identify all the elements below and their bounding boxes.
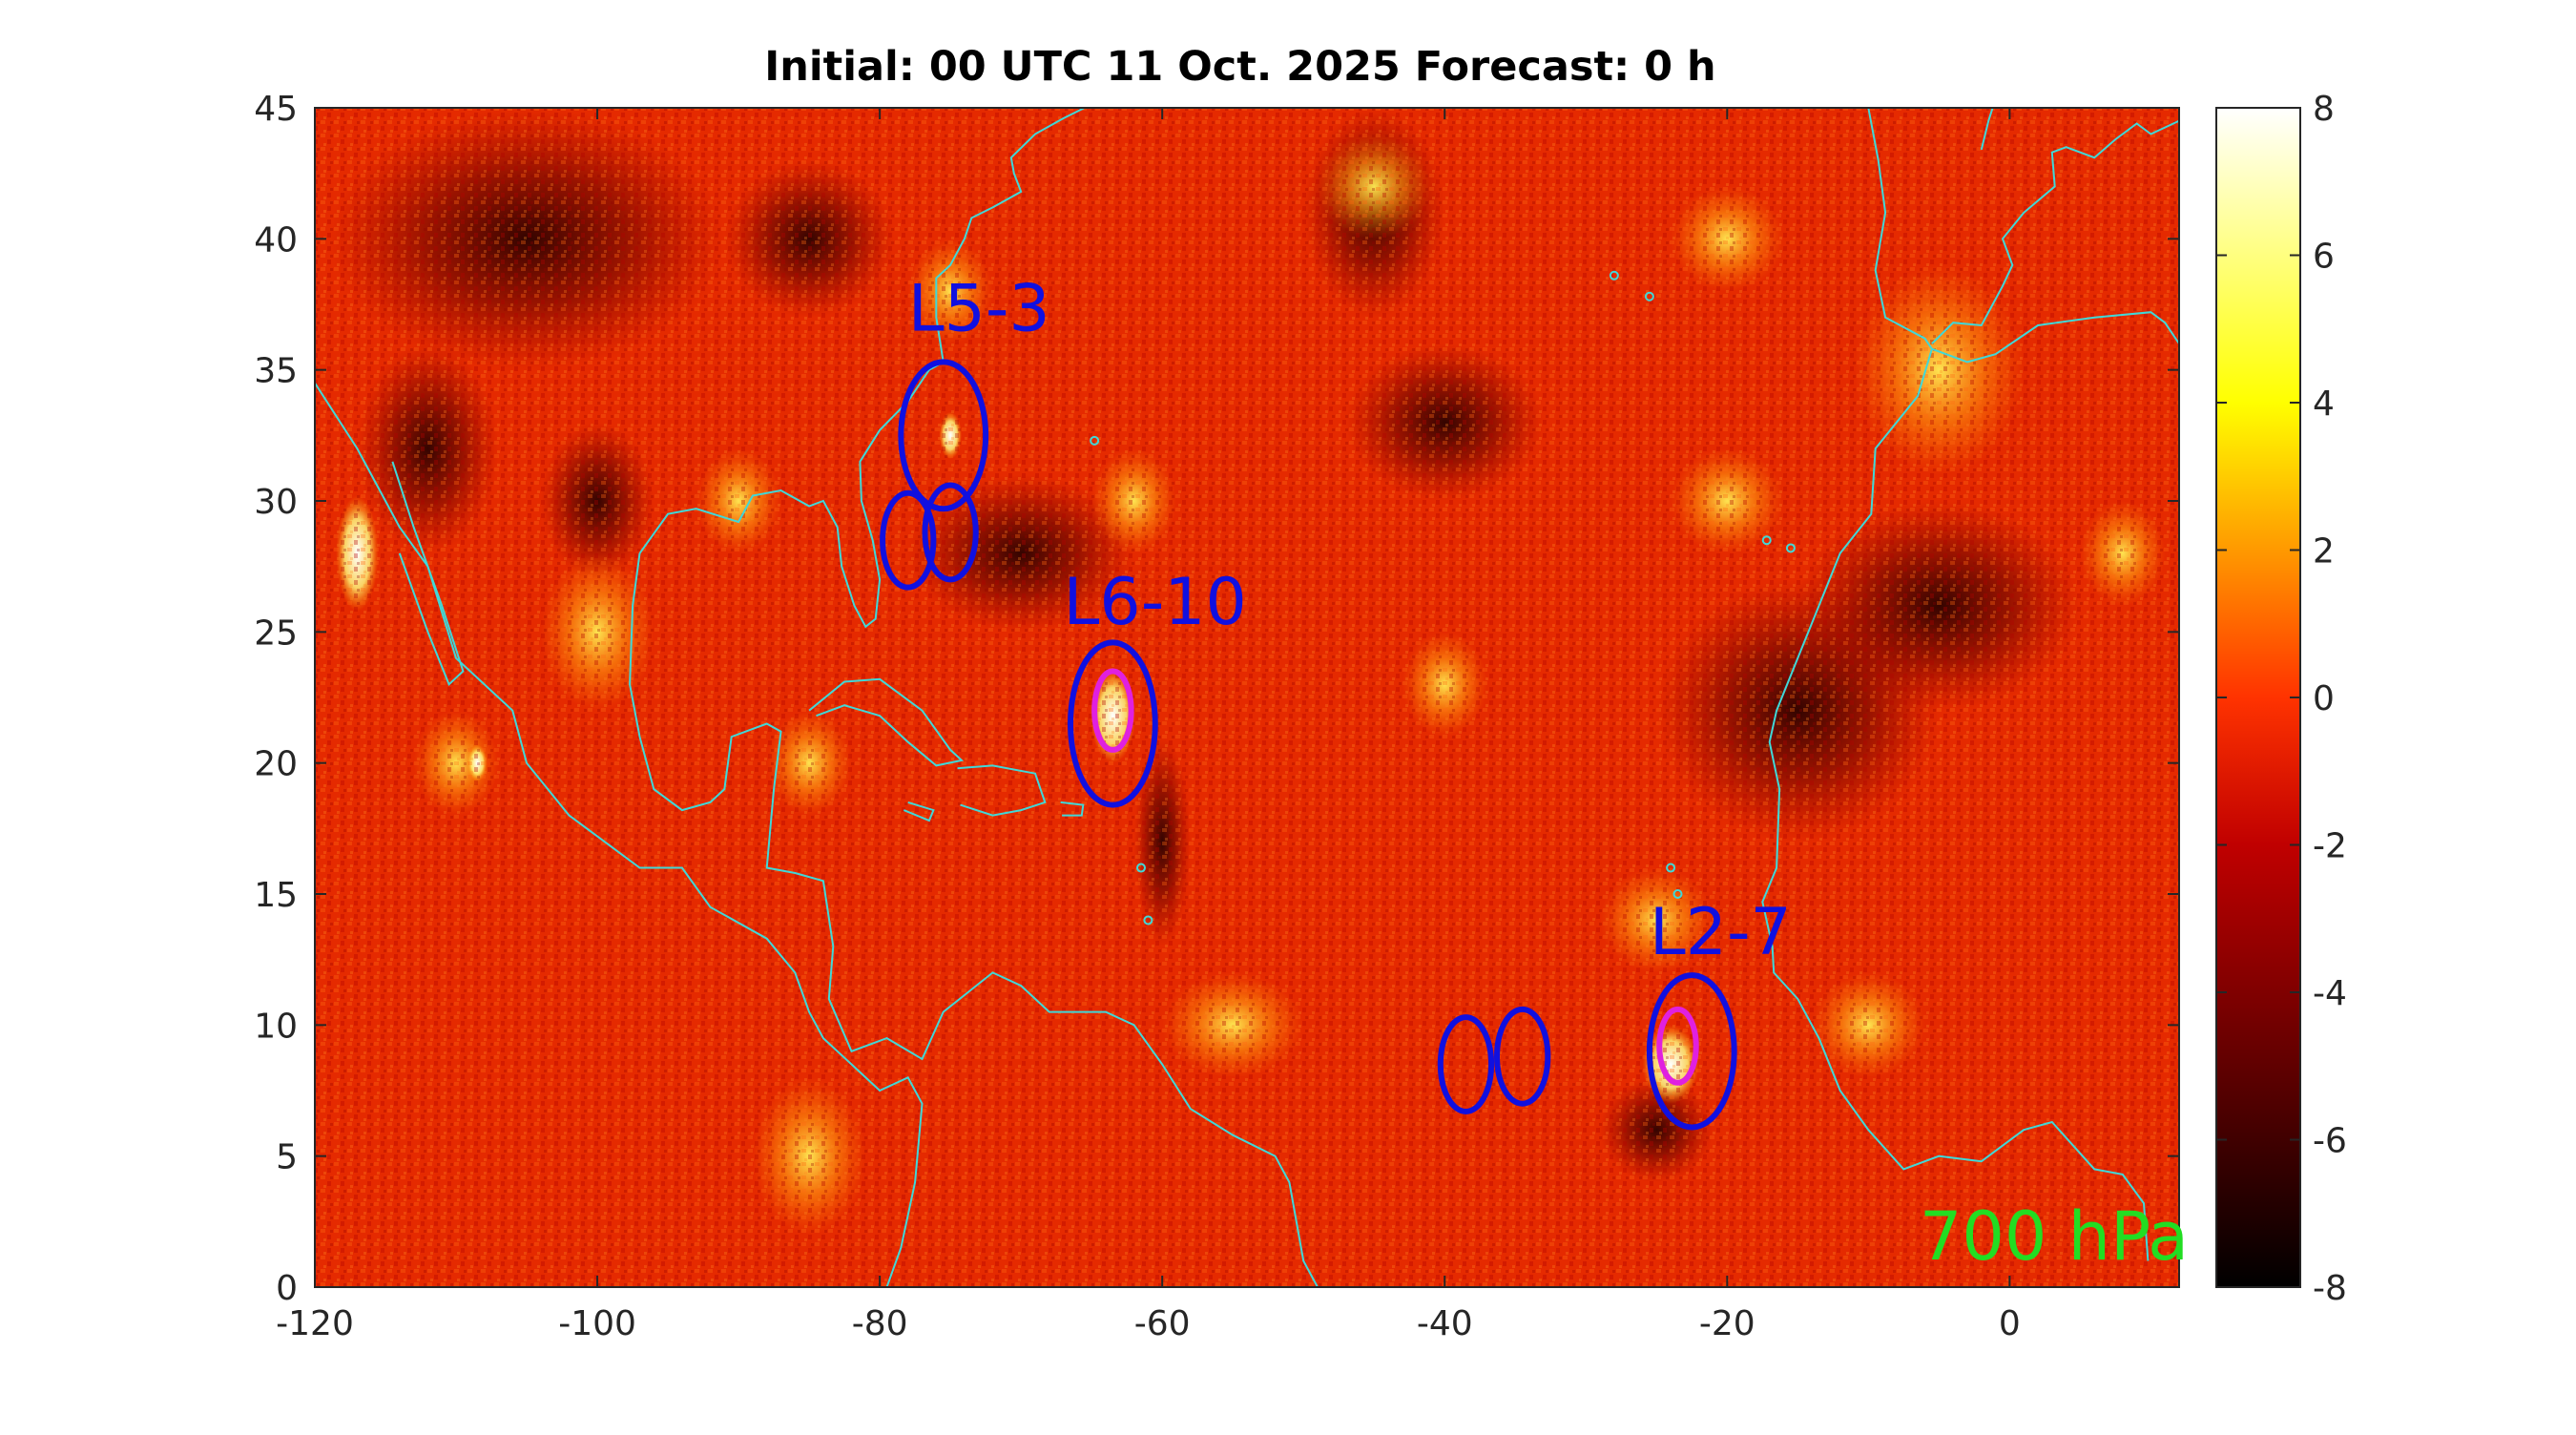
island-outline (1143, 915, 1153, 925)
x-tick-label: -20 (1699, 1304, 1755, 1343)
candidate-circle (880, 489, 937, 591)
island-outline (1672, 889, 1683, 899)
colorbar-gradient (2215, 107, 2301, 1288)
system-circle (1646, 972, 1737, 1131)
core-circle (1091, 668, 1134, 753)
colorbar-tick-label: 4 (2313, 385, 2335, 424)
y-tick-label: 10 (254, 1007, 298, 1046)
colorbar-tick-label: 6 (2313, 238, 2335, 277)
y-tick-label: 5 (276, 1138, 298, 1177)
y-tick-label: 25 (254, 614, 298, 653)
coastline (1060, 801, 1085, 817)
system-label: L6-10 (1064, 565, 1247, 640)
x-tick-label: -100 (558, 1304, 636, 1343)
colorbar-tick-label: 2 (2313, 532, 2335, 572)
colorbar-tick-label: -8 (2313, 1269, 2347, 1308)
x-tick-label: -40 (1417, 1304, 1473, 1343)
y-tick-label: 35 (254, 352, 298, 391)
y-tick-label: 20 (254, 745, 298, 784)
x-tick-label: -120 (276, 1304, 354, 1343)
colorbar-ticks: 8 6 4 2 0 -2 -4 -6 -8 (2216, 90, 2347, 1308)
plot-area: L5-3 L6-10 L2-7 700 hPa (314, 107, 2189, 1288)
y-tick-label: 0 (276, 1269, 298, 1308)
y-axis: 0 5 10 15 20 25 30 35 40 45 (254, 90, 2179, 1308)
island-outline (1666, 863, 1676, 873)
coastline (315, 382, 924, 1287)
coastline (629, 552, 1319, 1287)
x-tick-label: 0 (1999, 1304, 2021, 1343)
y-tick-label: 40 (254, 220, 298, 260)
systems-layer: L5-3 L6-10 L2-7 (880, 271, 1792, 1131)
x-tick-label: -80 (852, 1304, 908, 1343)
coastline (1931, 119, 2179, 344)
heatmap-texture (315, 108, 2179, 1287)
coastline (1980, 108, 1994, 151)
colorbar-tick-label: -4 (2313, 974, 2347, 1013)
x-axis: -120 -100 -80 -60 -40 -20 0 (276, 108, 2021, 1343)
colorbar-tick-label: -2 (2313, 827, 2347, 866)
island-outline (1090, 435, 1100, 446)
level-label: 700 hPa (1920, 1197, 2189, 1276)
y-tick-label: 15 (254, 876, 298, 915)
system-circle (1067, 639, 1158, 808)
core-circle (1656, 1006, 1699, 1086)
colorbar-tick-label: -6 (2313, 1122, 2347, 1161)
plot-frame (314, 107, 2180, 1288)
chart-title: Initial: 00 UTC 11 Oct. 2025 Forecast: 0… (764, 43, 1715, 91)
coastline (1931, 311, 2179, 364)
island-outline (1761, 535, 1772, 546)
y-tick-label: 30 (254, 483, 298, 522)
coastline (808, 677, 965, 767)
system-label: L5-3 (908, 271, 1050, 346)
candidate-circle (922, 482, 979, 583)
island-outline (1609, 270, 1619, 281)
coastline (391, 461, 465, 687)
candidate-circle (1494, 1006, 1551, 1107)
coastline (903, 801, 935, 822)
system-label: L2-7 (1650, 895, 1792, 970)
candidate-circle (1437, 1014, 1495, 1114)
coastline (1761, 108, 2150, 1261)
island-outline (1785, 543, 1796, 553)
system-circle (898, 359, 989, 512)
coastline (957, 764, 1047, 817)
colorbar-tick-label: 8 (2313, 90, 2335, 129)
x-tick-label: -60 (1134, 1304, 1191, 1343)
coastline (638, 108, 1086, 629)
coastlines (315, 108, 2179, 1287)
island-outline (1644, 291, 1654, 302)
colorbar-tick-label: 0 (2313, 679, 2335, 718)
colorbar: 8 6 4 2 0 -2 -4 -6 -8 (2215, 90, 2347, 1308)
island-outline (1135, 863, 1146, 873)
y-tick-label: 45 (254, 90, 298, 129)
